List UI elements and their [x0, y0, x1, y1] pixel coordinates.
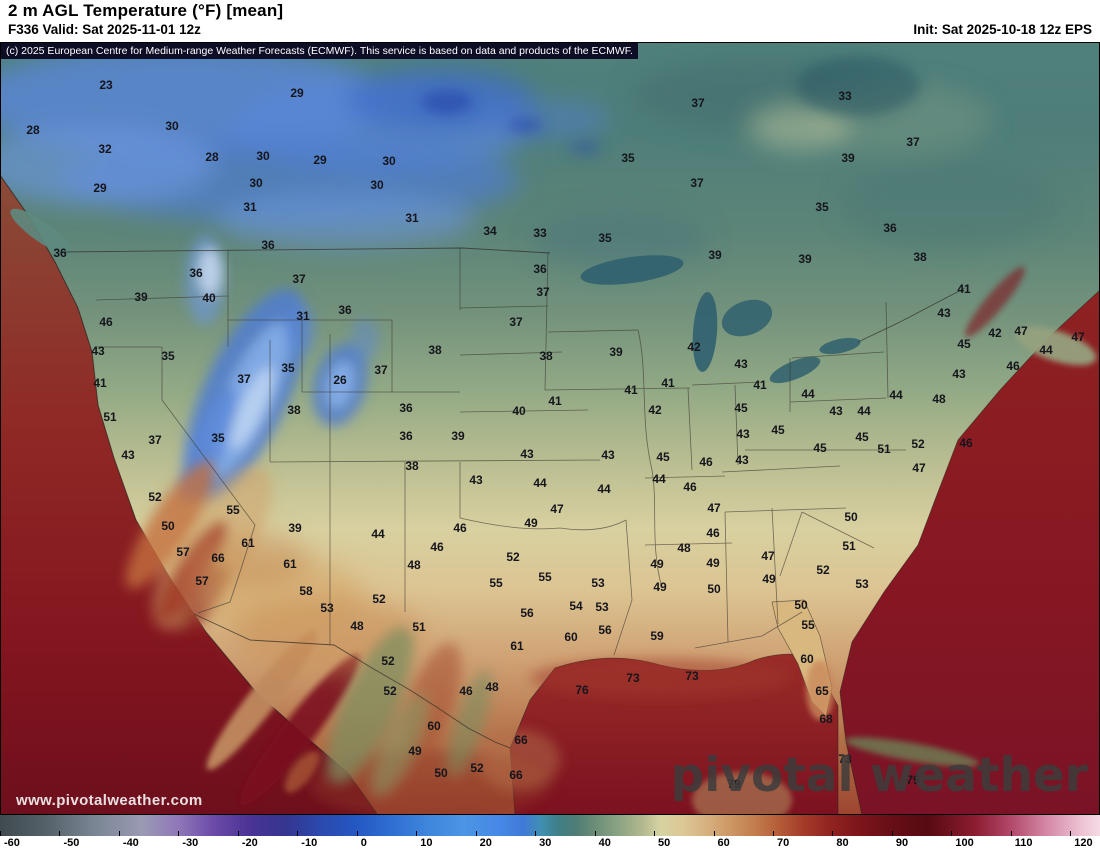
watermark: www.pivotalweather.com [16, 792, 203, 809]
great-lakes [580, 255, 861, 384]
nova-scotia [1015, 326, 1097, 366]
colorbar-ticks: -60 -50 -40 -30 -20 -10 0 10 20 30 40 50 60 70 80 90 100… [0, 815, 1100, 850]
colorbar-tick-label: 50 [658, 837, 671, 849]
page-title: 2 m AGL Temperature (°F) [mean] [8, 1, 284, 20]
colorbar-tick [59, 831, 61, 836]
country-borders [61, 247, 966, 749]
pivotal-weather-logo: pivotal weather [670, 748, 1088, 803]
colorbar-tick-label: 20 [479, 837, 492, 849]
state-borders [95, 248, 906, 656]
vancouver-island [10, 208, 74, 256]
colorbar-tick-label: 90 [895, 837, 909, 849]
colorbar-tick-label: 30 [539, 837, 552, 849]
colorbar: -60 -50 -40 -30 -20 -10 0 10 20 30 40 50 60 70 80 90 100… [0, 815, 1100, 850]
colorbar-tick [535, 831, 537, 836]
colorbar-tick-label: 10 [420, 837, 433, 849]
colorbar-tick [832, 831, 834, 836]
colorbar-tick [297, 831, 299, 836]
cold-air-details [179, 90, 601, 503]
header: 2 m AGL Temperature (°F) [mean] F336 Val… [0, 0, 1100, 42]
colorbar-tick-label: 0 [360, 837, 367, 849]
south-florida [806, 660, 834, 720]
colorbar-tick [356, 831, 358, 836]
colorbar-tick [654, 831, 656, 836]
colorbar-tick [1070, 831, 1072, 836]
colorbar-tick [416, 831, 418, 836]
colorbar-tick [1010, 831, 1012, 836]
colorbar-tick [178, 831, 180, 836]
colorbar-tick [237, 831, 239, 836]
colorbar-tick-label: -50 [63, 837, 80, 849]
colorbar-tick [951, 831, 953, 836]
colorbar-tick-label: 60 [717, 837, 730, 849]
colorbar-tick-label: -30 [182, 837, 199, 849]
colorbar-tick-label: -60 [4, 837, 20, 849]
hudson-bay [796, 56, 920, 116]
colorbar-gradient [0, 815, 1100, 836]
colorbar-tick [0, 831, 1, 836]
colorbar-tick-label: 40 [598, 837, 611, 849]
colorbar-tick-label: -10 [301, 837, 318, 849]
colorbar-tick [772, 831, 774, 836]
colorbar-tick [475, 831, 477, 836]
valid-time-label: F336 Valid: Sat 2025-11-01 12z [8, 22, 201, 37]
colorbar-tick-label: 80 [836, 837, 849, 849]
colorbar-tick-label: 100 [955, 837, 974, 849]
init-time-label: Init: Sat 2025-10-18 12z EPS [913, 22, 1092, 37]
colorbar-tick-label: 110 [1014, 837, 1033, 849]
mexico-terrain-shading [310, 627, 560, 820]
colorbar-tick-label: 120 [1074, 837, 1093, 849]
copyright-bar: (c) 2025 European Centre for Medium-rang… [1, 43, 638, 59]
st-lawrence [965, 267, 1025, 337]
colorbar-tick-label: -20 [241, 837, 258, 849]
gulf-nearshore [530, 658, 790, 698]
colorbar-tick [891, 831, 893, 836]
colorbar-tick [118, 831, 120, 836]
colorbar-tick [713, 831, 715, 836]
colorbar-tick-label: -40 [122, 837, 139, 849]
colorbar-tick-label: 70 [776, 837, 790, 849]
colorbar-tick [594, 831, 596, 836]
